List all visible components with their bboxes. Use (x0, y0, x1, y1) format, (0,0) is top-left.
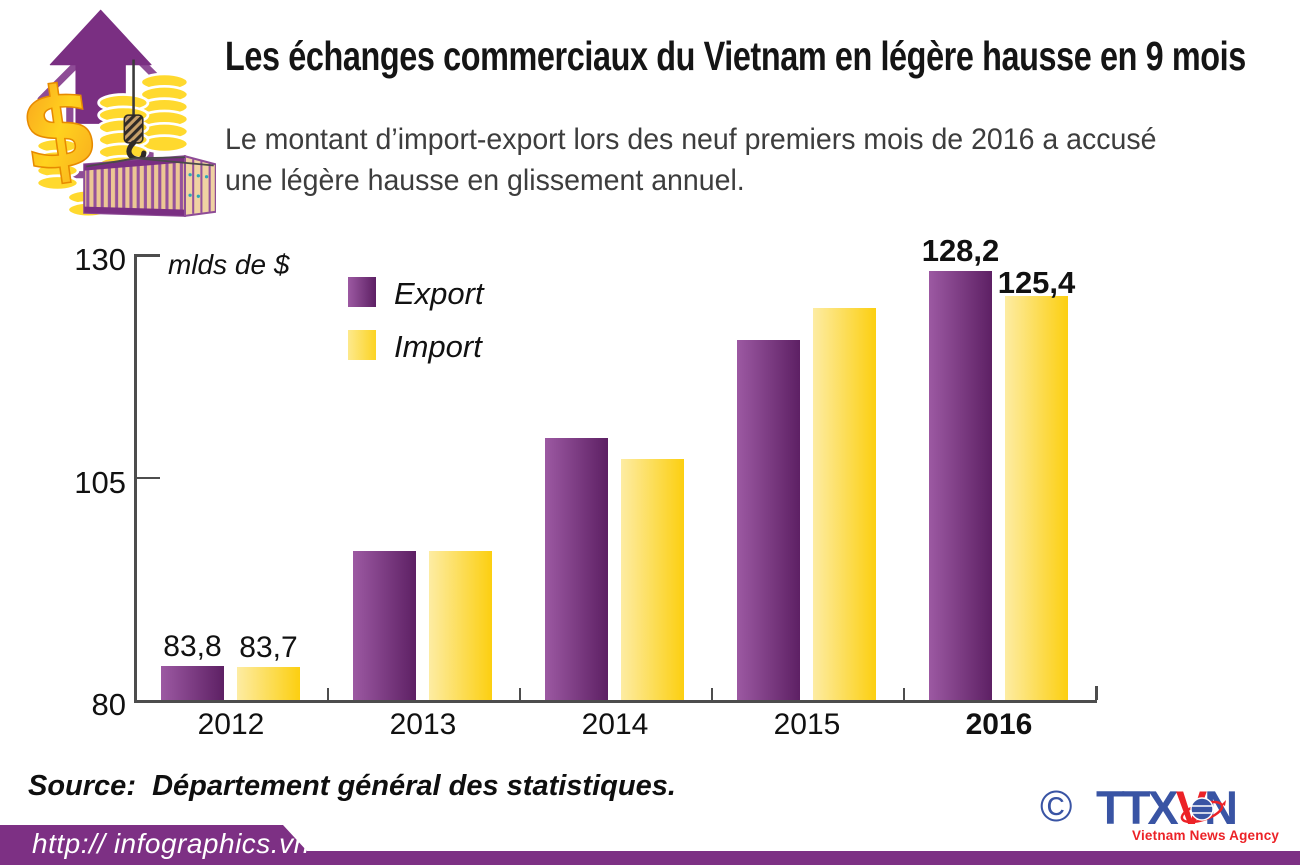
bottom-banner (0, 825, 1300, 865)
trade-growth-icon: $ (11, 9, 216, 219)
source-text: Département général des statistiques. (152, 770, 676, 802)
y-tick-105 (134, 476, 160, 479)
legend-export-swatch (348, 277, 376, 307)
copyright-symbol: © (1040, 782, 1073, 831)
logo-ttx: TTX (1096, 781, 1179, 834)
bar-import-2015 (813, 307, 876, 700)
y-axis-unit-label: mlds de $ (168, 249, 290, 280)
bar-export-2015 (737, 340, 800, 700)
value-label-export-2012: 83,8 (163, 630, 222, 664)
x-axis-line (134, 700, 1097, 703)
bar-import-2016 (1005, 295, 1068, 700)
agency-tagline: Vietnam News Agency (1132, 828, 1280, 843)
bar-import-2013 (429, 551, 492, 700)
y-tick-label-130: 130 (74, 242, 126, 277)
page-title: Les échanges commerciaux du Vietnam en l… (225, 33, 1246, 79)
cables-icon (86, 156, 214, 168)
agency-logo: TTXVN Vietnam News Agency (1096, 780, 1280, 848)
bar-export-2016 (929, 271, 992, 700)
source-line: Source: Département général des statisti… (28, 770, 676, 803)
x-tick-1 (327, 688, 329, 700)
year-label-2012: 2012 (197, 708, 265, 741)
source-label: Source: (28, 770, 136, 802)
subtitle-line-1: Le montant d’import-export lors des neuf… (225, 123, 1157, 156)
y-tick-label-80: 80 (91, 687, 126, 722)
year-label-2015: 2015 (773, 708, 841, 741)
bar-export-2014 (545, 438, 608, 700)
bar-export-2012 (161, 666, 224, 700)
legend-import-label: Import (394, 329, 482, 364)
page-subtitle: Le montant d’import-export lors des neuf… (225, 119, 1156, 201)
bar-export-2013 (353, 551, 416, 700)
year-label-2014: 2014 (581, 708, 649, 741)
legend-import-swatch (348, 330, 376, 360)
x-tick-4 (903, 688, 905, 700)
y-tick-label-105: 105 (74, 464, 126, 500)
url-link[interactable]: http:// infographics.vn (32, 828, 310, 859)
value-label-import-2012: 83,7 (239, 631, 298, 665)
x-tick-2 (519, 688, 521, 700)
year-label-2013: 2013 (389, 708, 457, 741)
globe-icon (1180, 797, 1226, 824)
bar-import-2012 (237, 667, 300, 700)
value-label-export-2016: 128,2 (921, 233, 1000, 269)
x-axis-end-tick (1095, 686, 1098, 700)
legend-export-label: Export (394, 276, 484, 311)
subtitle-line-2: une légère hausse en glissement annuel. (225, 164, 745, 197)
x-tick-3 (711, 688, 713, 700)
value-label-import-2016: 125,4 (997, 264, 1076, 300)
hook-icon (123, 59, 147, 163)
bar-import-2014 (621, 458, 684, 700)
year-label-2016: 2016 (965, 708, 1033, 741)
y-tick-130 (134, 254, 160, 257)
